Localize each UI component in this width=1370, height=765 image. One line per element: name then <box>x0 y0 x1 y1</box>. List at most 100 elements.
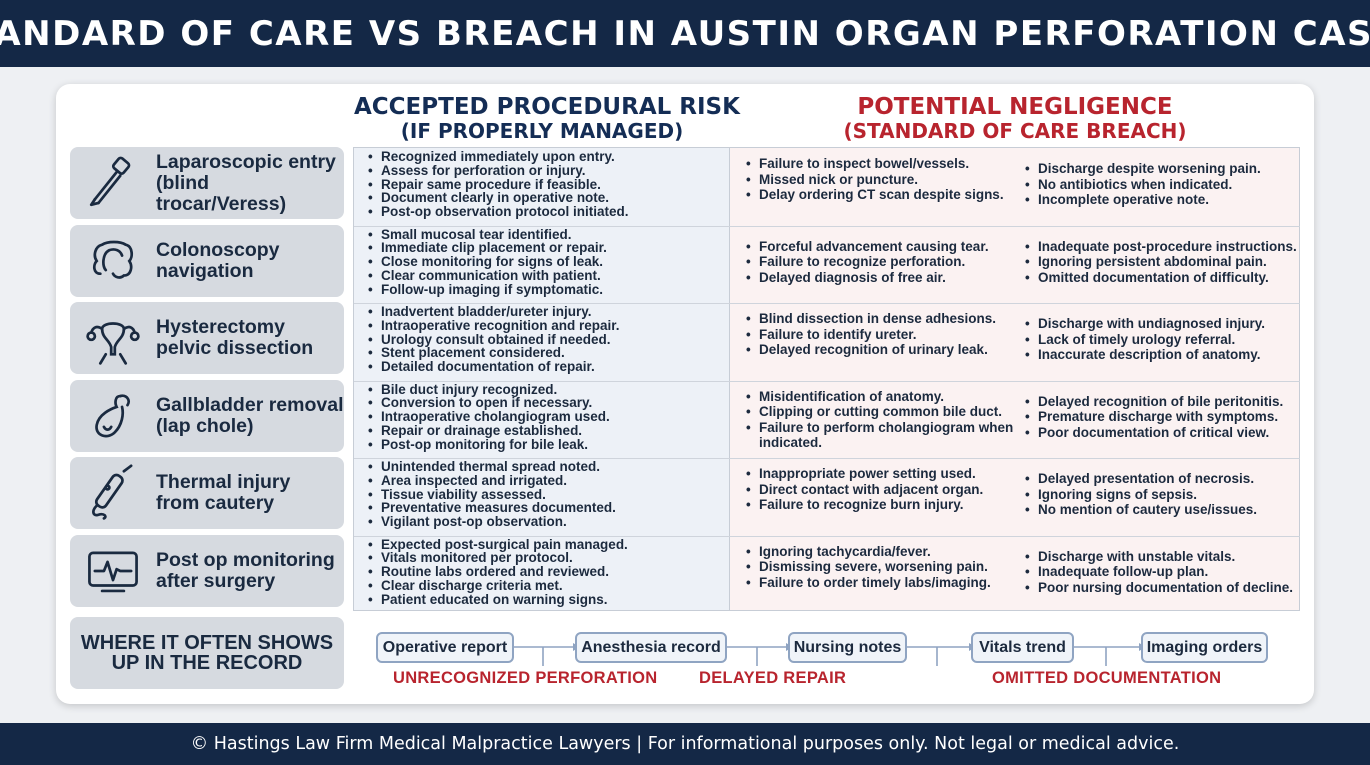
list-item: Discharge with undiagnosed injury. <box>1023 316 1300 332</box>
list-item: Follow-up imaging if symptomatic. <box>366 282 726 297</box>
list-item: Stent placement considered. <box>366 346 726 360</box>
negligence-cell-right: Delayed presentation of necrosis.Ignorin… <box>1023 471 1300 518</box>
list-item: Patient educated on warning signs. <box>366 592 726 607</box>
list-item: Delayed diagnosis of free air. <box>744 270 1022 286</box>
list-item: Recognized immediately upon entry. <box>366 150 726 164</box>
list-item: Repair or drainage established. <box>366 424 726 438</box>
table-row <box>354 303 1300 381</box>
record-nursing-notes: Nursing notes <box>788 632 907 663</box>
accepted-risk-cell: Bile duct injury recognized.Conversion t… <box>366 382 726 452</box>
list-item: Assess for perforation or injury. <box>366 163 726 178</box>
list-item: Routine labs ordered and reviewed. <box>366 565 726 579</box>
list-item: Immediate clip placement or repair. <box>366 241 726 255</box>
procedure-label-text: Hysterectomy pelvic dissection <box>156 316 314 359</box>
procedure-label: Post op monitoring after surgery <box>70 534 344 607</box>
list-item: Inappropriate power setting used. <box>744 466 1022 482</box>
procedure-label-text: Post op monitoring after surgery <box>156 548 335 592</box>
list-item: Tissue viability assessed. <box>366 487 726 502</box>
procedure-label-text: Laparoscopic entry (blind trocar/Veress) <box>156 150 336 215</box>
footer-text: © Hastings Law Firm Medical Malpractice … <box>190 734 1180 754</box>
negligence-column-background <box>730 148 1299 610</box>
list-item: Delayed recognition of bile peritonitis. <box>1023 394 1300 410</box>
header-bar: STANDARD OF CARE VS BREACH IN AUSTIN ORG… <box>0 0 1370 67</box>
negligence-cell-right: Discharge with unstable vitals.Inadequat… <box>1023 549 1300 596</box>
list-item: Vitals monitored per protocol. <box>366 551 726 565</box>
accepted-risk-cell: Expected post-surgical pain managed.Vita… <box>366 537 726 607</box>
list-item: Lack of timely urology referral. <box>1023 332 1300 348</box>
procedure-label: Laparoscopic entry (blind trocar/Veress) <box>70 147 344 219</box>
list-item: Misidentification of anatomy. <box>744 389 1022 405</box>
list-item: No antibiotics when indicated. <box>1023 177 1300 193</box>
list-item: Failure to perform cholangiogram when in… <box>744 420 1022 451</box>
list-item: Failure to identify ureter. <box>744 327 1022 343</box>
list-item: Unintended thermal spread noted. <box>366 460 726 474</box>
list-item: Failure to order timely labs/imaging. <box>744 575 1022 591</box>
list-item: Discharge with unstable vitals. <box>1023 549 1300 565</box>
list-item: Failure to recognize burn injury. <box>744 497 1022 513</box>
list-item: Inadequate follow-up plan. <box>1023 564 1300 580</box>
trocar-icon <box>70 147 156 219</box>
table-row <box>354 458 1300 536</box>
procedure-label: Gallbladder removal (lap chole) <box>70 379 344 452</box>
negligence-cell-left: Forceful advancement causing tear.Failur… <box>744 239 1022 286</box>
flag-delayed-repair: DELAYED REPAIR <box>699 669 847 687</box>
record-label-text: WHERE IT OFTEN SHOWS UP IN THE RECORD <box>80 632 334 674</box>
list-item: Area inspected and irrigated. <box>366 473 726 488</box>
list-item: Post-op monitoring for bile leak. <box>366 437 726 452</box>
list-item: Intraoperative recognition and repair. <box>366 318 726 333</box>
negligence-column-heading: POTENTIAL NEGLIGENCE (STANDARD OF CARE B… <box>730 95 1300 143</box>
negligence-cell-left: Failure to inspect bowel/vessels.Missed … <box>744 156 1022 203</box>
negligence-cell-right: Discharge despite worsening pain.No anti… <box>1023 161 1300 208</box>
list-item: Failure to inspect bowel/vessels. <box>744 156 1022 172</box>
negligence-cell-left: Blind dissection in dense adhesions.Fail… <box>744 311 1022 358</box>
flag-unrecognized-perforation: UNRECOGNIZED PERFORATION <box>393 669 658 687</box>
page-title: STANDARD OF CARE VS BREACH IN AUSTIN ORG… <box>0 13 1370 54</box>
list-item: Detailed documentation of repair. <box>366 360 726 374</box>
footer-bar: © Hastings Law Firm Medical Malpractice … <box>0 723 1370 765</box>
list-item: Delay ordering CT scan despite signs. <box>744 187 1022 203</box>
record-vitals-trend: Vitals trend <box>971 632 1074 663</box>
table-row <box>354 380 1300 459</box>
colon-icon <box>70 225 156 297</box>
list-item: Blind dissection in dense adhesions. <box>744 311 1022 327</box>
list-item: Preventative measures documented. <box>366 501 726 515</box>
list-item: Omitted documentation of difficulty. <box>1023 270 1300 286</box>
list-item: Delayed recognition of urinary leak. <box>744 342 1022 358</box>
list-item: Close monitoring for signs of leak. <box>366 255 726 269</box>
comparison-table <box>353 147 1300 611</box>
list-item: Document clearly in operative note. <box>366 191 726 205</box>
procedure-label: Thermal injury from cautery <box>70 457 344 529</box>
list-item: Ignoring signs of sepsis. <box>1023 487 1300 503</box>
gallbladder-icon <box>70 380 156 452</box>
list-item: Expected post-surgical pain managed. <box>366 537 726 552</box>
negligence-cell-left: Misidentification of anatomy.Clipping or… <box>744 389 1022 451</box>
record-section-label: WHERE IT OFTEN SHOWS UP IN THE RECORD <box>70 617 344 689</box>
column-divider <box>729 148 730 610</box>
accepted-column-heading: ACCEPTED PROCEDURAL RISK (IF PROPERLY MA… <box>354 94 740 143</box>
negligence-heading-line2: (STANDARD OF CARE BREACH) <box>843 119 1187 143</box>
negligence-heading-line1: POTENTIAL NEGLIGENCE <box>857 94 1173 120</box>
list-item: Delayed presentation of necrosis. <box>1023 471 1300 487</box>
list-item: Forceful advancement causing tear. <box>744 239 1022 255</box>
uterus-icon <box>70 302 156 374</box>
list-item: No mention of cautery use/issues. <box>1023 502 1300 518</box>
negligence-cell-left: Inappropriate power setting used.Direct … <box>744 466 1022 513</box>
list-item: Ignoring tachycardia/fever. <box>744 544 1022 560</box>
negligence-cell-right: Discharge with undiagnosed injury.Lack o… <box>1023 316 1300 363</box>
list-item: Dismissing severe, worsening pain. <box>744 559 1022 575</box>
list-item: Direct contact with adjacent organ. <box>744 482 1022 498</box>
list-item: Vigilant post-op observation. <box>366 515 726 529</box>
accepted-risk-cell: Inadvertent bladder/ureter injury.Intrao… <box>366 305 726 374</box>
table-row <box>354 535 1300 614</box>
accepted-risk-cell: Small mucosal tear identified.Immediate … <box>366 227 726 297</box>
list-item: Urology consult obtained if needed. <box>366 332 726 347</box>
procedure-label-text: Thermal injury from cautery <box>156 471 291 514</box>
list-item: Clear discharge criteria met. <box>366 579 726 593</box>
list-item: Missed nick or puncture. <box>744 172 1022 188</box>
accepted-risk-cell: Unintended thermal spread noted.Area ins… <box>366 460 726 529</box>
accepted-risk-cell: Recognized immediately upon entry.Assess… <box>366 150 726 219</box>
list-item: Inadequate post-procedure instructions. <box>1023 239 1300 255</box>
accepted-heading-line2: (IF PROPERLY MANAGED) <box>400 119 684 143</box>
flag-omitted-documentation: OMITTED DOCUMENTATION <box>992 669 1222 687</box>
accepted-heading-line1: ACCEPTED PROCEDURAL RISK <box>354 94 740 120</box>
